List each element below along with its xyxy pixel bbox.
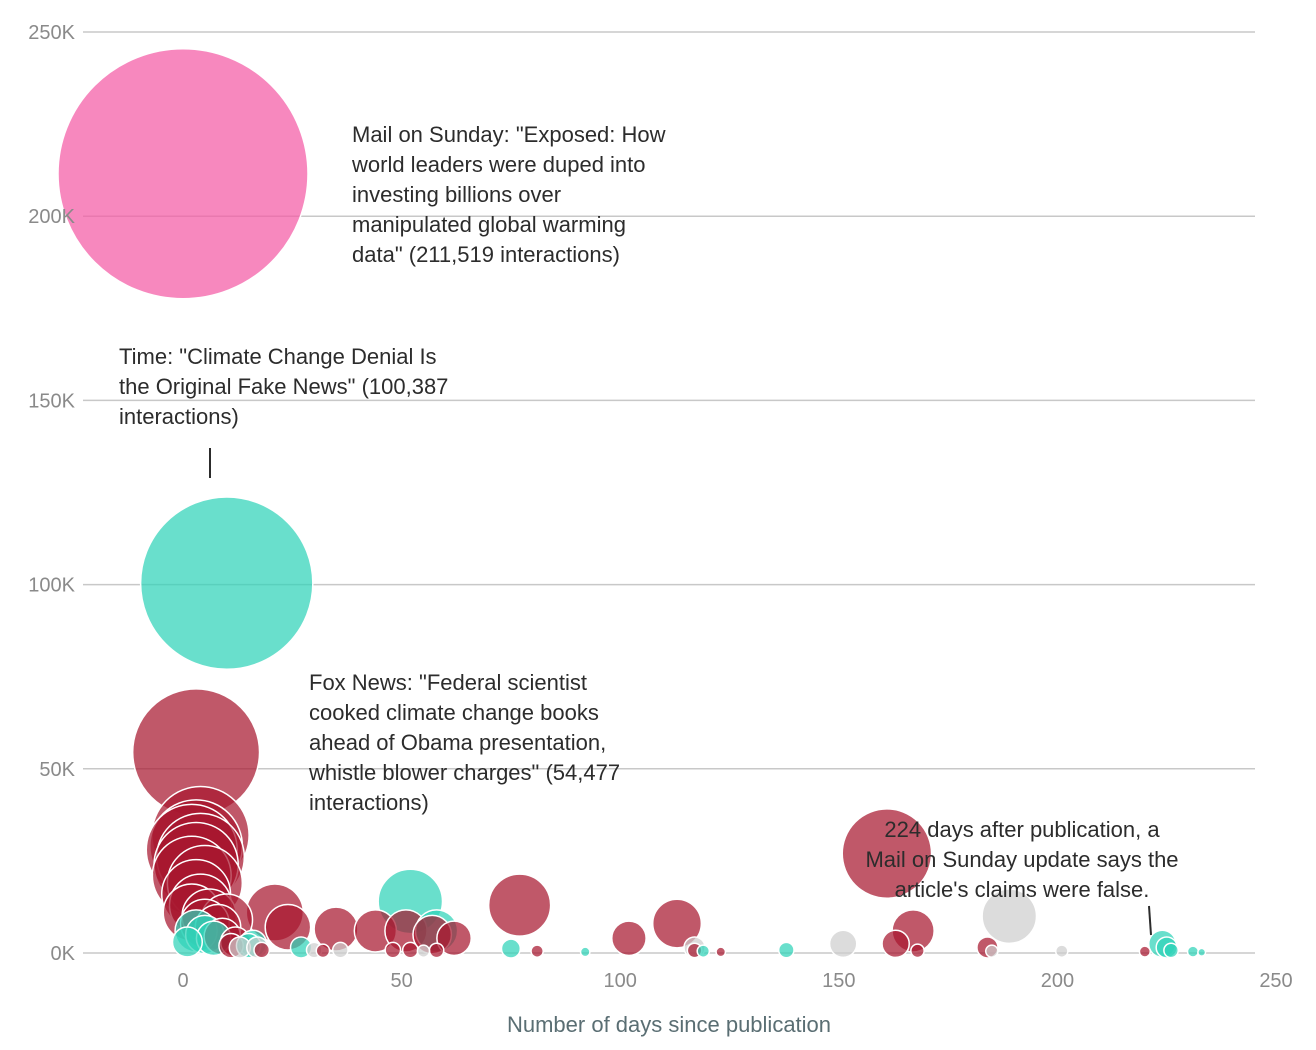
bubble-point bbox=[57, 48, 309, 300]
bubble-point bbox=[428, 942, 445, 959]
x-axis-label: Number of days since publication bbox=[507, 1012, 831, 1037]
bubble-point bbox=[253, 941, 271, 959]
x-tick-label: 250 bbox=[1259, 970, 1292, 992]
bubble-point bbox=[841, 808, 933, 899]
annotation-time-line: the Original Fake News" (100,387 bbox=[119, 374, 448, 399]
bubble-point bbox=[651, 898, 703, 949]
x-tick-label: 50 bbox=[390, 970, 412, 992]
annotation-fox-line: Fox News: "Federal scientist bbox=[309, 670, 587, 695]
bubble-point bbox=[981, 888, 1038, 945]
y-tick-label: 200K bbox=[28, 206, 75, 228]
annotation-mail-line: Mail on Sunday: "Exposed: How bbox=[352, 122, 666, 147]
annotation-time-line: Time: "Climate Change Denial Is bbox=[119, 344, 437, 369]
bubble-point bbox=[530, 944, 544, 958]
bubble-point bbox=[1197, 947, 1207, 957]
bubble-point bbox=[777, 941, 795, 959]
annotation-fox-line: ahead of Obama presentation, bbox=[309, 730, 606, 755]
annotation-update-line: article's claims were false. bbox=[895, 877, 1150, 902]
annotation-mail-line: world leaders were duped into bbox=[351, 152, 646, 177]
bubble-point bbox=[315, 943, 331, 959]
y-tick-label: 100K bbox=[28, 575, 75, 597]
bubble-point bbox=[696, 944, 711, 958]
bubble-point bbox=[828, 929, 858, 959]
annotation-time-line: interactions) bbox=[119, 404, 239, 429]
annotation-fox-line: cooked climate change books bbox=[309, 700, 599, 725]
bubble-point bbox=[579, 946, 591, 958]
y-tick-label: 0K bbox=[51, 943, 76, 965]
annotation-mail-line: data" (211,519 interactions) bbox=[352, 242, 620, 267]
bubbles bbox=[57, 48, 1207, 959]
bubble-point bbox=[436, 920, 473, 957]
x-tick-label: 150 bbox=[822, 970, 855, 992]
y-tick-label: 50K bbox=[39, 759, 75, 781]
bubble-point bbox=[881, 929, 910, 959]
bubble-point bbox=[1138, 945, 1152, 958]
axes: 0K 50K 100K 150K 200K 250K 0 50 100 150 200 250 Numb… bbox=[28, 22, 1292, 1037]
bubble-point bbox=[1186, 945, 1200, 958]
x-tick-label: 200 bbox=[1041, 970, 1074, 992]
bubble-point bbox=[611, 920, 647, 957]
annotation-fox-line: whistle blower charges" (54,477 bbox=[308, 760, 620, 785]
bubble-point bbox=[139, 496, 314, 671]
annotation-update-line: Mail on Sunday update says the bbox=[865, 847, 1178, 872]
bubble-point bbox=[500, 938, 522, 959]
annotation-mail-line: manipulated global warming bbox=[352, 212, 626, 237]
bubble-point bbox=[401, 941, 419, 959]
x-tick-label: 0 bbox=[177, 970, 188, 992]
bubble-point bbox=[171, 926, 204, 958]
x-tick-label: 100 bbox=[604, 970, 637, 992]
bubble-point bbox=[487, 873, 552, 937]
y-tick-label: 150K bbox=[28, 390, 75, 412]
annotations: Mail on Sunday: "Exposed: How world leade… bbox=[119, 122, 1179, 936]
bubble-point bbox=[1163, 942, 1180, 959]
leader-line-update bbox=[1148, 905, 1152, 936]
bubble-point bbox=[910, 943, 925, 959]
bubble-point bbox=[331, 941, 349, 959]
bubble-point bbox=[416, 944, 431, 958]
bubble-point bbox=[1054, 944, 1069, 958]
annotation-fox-line: interactions) bbox=[309, 790, 429, 815]
y-tick-label: 250K bbox=[28, 22, 75, 44]
annotation-update-line: 224 days after publication, a bbox=[884, 817, 1160, 842]
bubble-point bbox=[715, 946, 727, 958]
annotation-mail-line: investing billions over bbox=[352, 182, 561, 207]
bubble-point bbox=[984, 944, 999, 958]
bubble-point bbox=[384, 941, 402, 959]
